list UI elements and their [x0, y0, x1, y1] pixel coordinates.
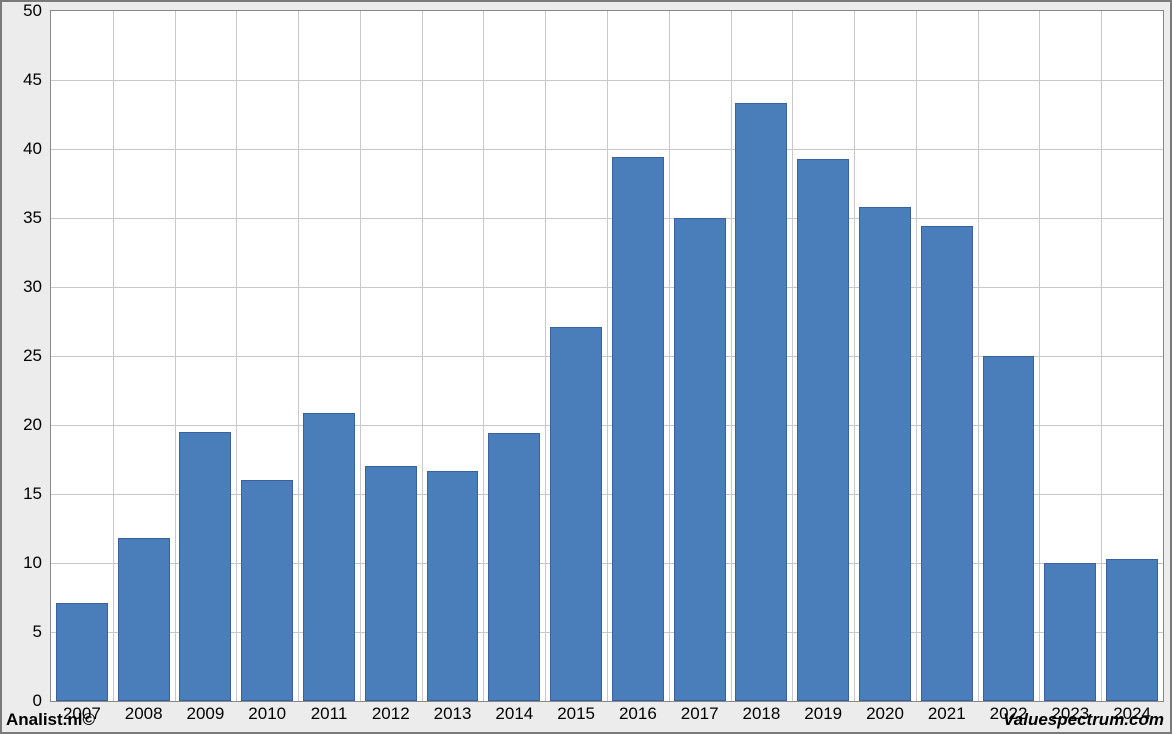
gridline-v	[607, 11, 608, 701]
gridline-v	[545, 11, 546, 701]
bar	[1044, 563, 1096, 701]
y-tick-label: 20	[2, 415, 42, 435]
footer-right-credit: Valuespectrum.com	[1003, 710, 1164, 730]
bar	[118, 538, 170, 701]
bar	[674, 218, 726, 701]
y-tick-label: 35	[2, 208, 42, 228]
x-tick-label: 2008	[125, 704, 163, 724]
gridline-v	[483, 11, 484, 701]
x-tick-label: 2016	[619, 704, 657, 724]
x-tick-label: 2014	[495, 704, 533, 724]
y-tick-label: 0	[2, 691, 42, 711]
bar	[56, 603, 108, 701]
plot-area	[50, 10, 1164, 702]
x-tick-label: 2020	[866, 704, 904, 724]
bar	[983, 356, 1035, 701]
x-tick-label: 2011	[311, 704, 348, 724]
gridline-v	[916, 11, 917, 701]
x-tick-label: 2009	[187, 704, 225, 724]
gridline-v	[175, 11, 176, 701]
y-tick-label: 50	[2, 1, 42, 21]
bar	[179, 432, 231, 701]
y-tick-label: 5	[2, 622, 42, 642]
gridline-v	[1101, 11, 1102, 701]
x-tick-label: 2012	[372, 704, 410, 724]
gridline-v	[978, 11, 979, 701]
footer-left-credit: Analist.nl©	[6, 710, 95, 730]
x-tick-label: 2018	[743, 704, 781, 724]
gridline-v	[360, 11, 361, 701]
y-tick-label: 40	[2, 139, 42, 159]
plot-canvas	[51, 11, 1163, 701]
bar	[241, 480, 293, 701]
x-tick-label: 2021	[928, 704, 966, 724]
gridline-v	[113, 11, 114, 701]
y-tick-label: 15	[2, 484, 42, 504]
gridline-v	[731, 11, 732, 701]
gridline-v	[236, 11, 237, 701]
bar	[612, 157, 664, 701]
gridline-v	[1039, 11, 1040, 701]
bar	[550, 327, 602, 701]
gridline-v	[669, 11, 670, 701]
bar	[303, 413, 355, 701]
bar	[859, 207, 911, 701]
x-tick-label: 2013	[434, 704, 472, 724]
bar	[427, 471, 479, 701]
bar	[921, 226, 973, 701]
y-tick-label: 30	[2, 277, 42, 297]
bar	[797, 159, 849, 701]
y-tick-label: 10	[2, 553, 42, 573]
y-tick-label: 45	[2, 70, 42, 90]
bar	[735, 103, 787, 701]
x-tick-label: 2019	[804, 704, 842, 724]
gridline-v	[298, 11, 299, 701]
y-tick-label: 25	[2, 346, 42, 366]
x-tick-label: 2010	[248, 704, 286, 724]
bar	[365, 466, 417, 701]
x-tick-label: 2015	[557, 704, 595, 724]
bar	[1106, 559, 1158, 701]
gridline-v	[422, 11, 423, 701]
bar	[488, 433, 540, 701]
x-tick-label: 2017	[681, 704, 719, 724]
gridline-v	[792, 11, 793, 701]
gridline-v	[854, 11, 855, 701]
chart-frame: 05101520253035404550 2007200820092010201…	[0, 0, 1172, 734]
